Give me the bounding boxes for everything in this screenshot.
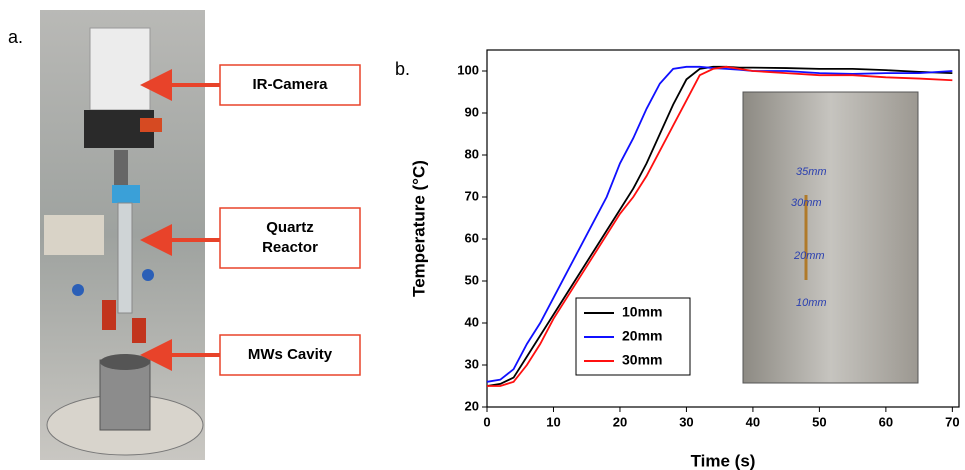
x-tick-label: 50 <box>812 414 826 429</box>
inset-annotation: 30mm <box>791 197 822 209</box>
x-tick-label: 70 <box>945 414 959 429</box>
y-tick-label: 50 <box>465 272 479 287</box>
y-tick-label: 40 <box>465 314 479 329</box>
legend-label: 20mm <box>622 328 662 344</box>
x-tick-label: 40 <box>746 414 760 429</box>
y-tick-label: 30 <box>465 356 479 371</box>
callout-box <box>219 64 361 106</box>
inset-annotation: 20mm <box>793 250 825 262</box>
y-tick-label: 20 <box>465 398 479 413</box>
x-axis-label: Time (s) <box>691 451 756 470</box>
y-tick-label: 100 <box>457 62 479 77</box>
series-line <box>487 65 953 387</box>
photo <box>40 10 205 460</box>
callout-text: Quartz <box>266 219 314 236</box>
x-tick-label: 30 <box>679 414 693 429</box>
series-line <box>486 65 953 383</box>
callout-text: Reactor <box>262 239 318 256</box>
panel-label: a. <box>8 27 23 47</box>
x-tick-label: 0 <box>483 414 490 429</box>
y-axis-label: Temperature (°C) <box>409 160 428 297</box>
inset-annotation: 35mm <box>796 166 827 178</box>
inset-photo <box>742 91 919 384</box>
plot-frame <box>486 49 960 408</box>
panel-label: b. <box>395 59 410 79</box>
legend-label: 30mm <box>622 352 662 368</box>
callout-text: IR-Camera <box>252 76 328 93</box>
callout-text: MWs Cavity <box>248 346 333 363</box>
x-tick-label: 10 <box>546 414 560 429</box>
x-tick-label: 60 <box>879 414 893 429</box>
x-tick-label: 20 <box>613 414 627 429</box>
y-tick-label: 80 <box>465 146 479 161</box>
series-line <box>486 65 953 387</box>
inset-annotation: 10mm <box>796 297 827 309</box>
legend-label: 10mm <box>622 304 662 320</box>
callouts <box>140 64 361 376</box>
y-tick-label: 60 <box>465 230 479 245</box>
y-tick-label: 70 <box>465 188 479 203</box>
y-tick-label: 90 <box>465 104 479 119</box>
